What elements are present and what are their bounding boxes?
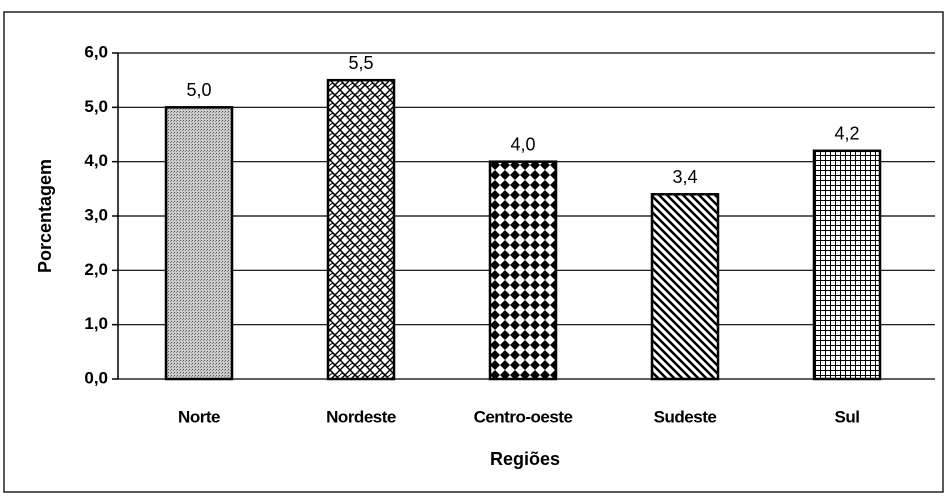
frame <box>3 11 944 493</box>
bar <box>326 78 396 381</box>
y-tick-label: 3,0 <box>84 205 108 224</box>
y-tick-label: 2,0 <box>84 260 108 279</box>
bar <box>488 160 558 381</box>
y-axis-title: Porcentagem <box>35 159 55 273</box>
y-tick-label: 5,0 <box>84 97 108 116</box>
y-tick-label: 1,0 <box>84 314 108 333</box>
y-tick-label: 0,0 <box>84 368 108 387</box>
x-tick-label: Sudeste <box>654 407 717 426</box>
value-label: 5,5 <box>348 53 373 73</box>
y-tick-label: 4,0 <box>84 151 108 170</box>
x-tick-label: Sul <box>835 407 860 426</box>
x-tick-label: Centro-oeste <box>474 407 573 426</box>
y-tick-label: 6,0 <box>84 42 108 61</box>
value-label: 3,4 <box>672 167 697 187</box>
x-tick-label: Norte <box>178 407 220 426</box>
x-axis-title: Regiões <box>490 449 560 469</box>
x-tick-label: Nordeste <box>326 407 396 426</box>
bar <box>812 149 882 381</box>
value-label: 4,0 <box>510 134 535 154</box>
value-label: 4,2 <box>834 124 859 144</box>
bar <box>650 193 720 381</box>
value-label: 5,0 <box>186 80 211 100</box>
bar <box>164 106 234 381</box>
